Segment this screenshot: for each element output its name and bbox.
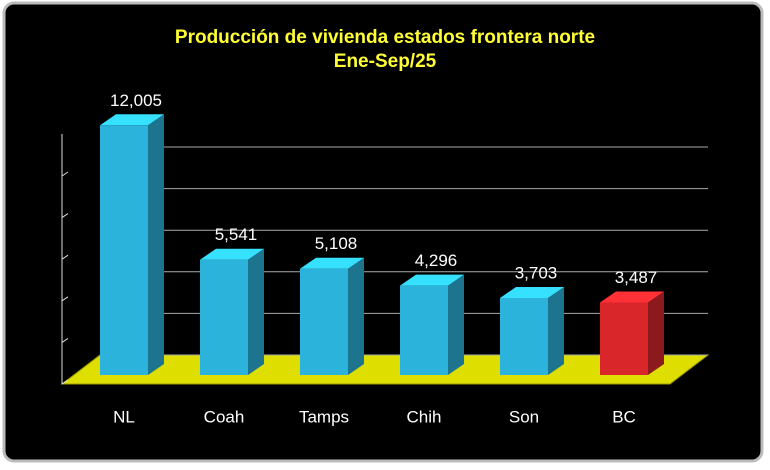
bar-front bbox=[500, 297, 548, 375]
bar-top bbox=[300, 257, 364, 269]
x-tick-label: NL bbox=[113, 407, 135, 426]
bar-front bbox=[400, 285, 448, 375]
value-label: 5,108 bbox=[315, 234, 358, 253]
value-label: 3,703 bbox=[515, 263, 558, 282]
bar-side bbox=[548, 286, 564, 375]
bar-top bbox=[200, 248, 264, 260]
bar-side bbox=[148, 114, 164, 376]
bar-side bbox=[248, 248, 264, 375]
bar-side bbox=[648, 291, 664, 375]
value-label: 3,487 bbox=[615, 268, 658, 287]
bar-top bbox=[500, 286, 564, 298]
tick-mark bbox=[61, 296, 69, 302]
bar-front bbox=[100, 125, 148, 376]
bar-side bbox=[348, 257, 364, 375]
chart-subtitle: Ene-Sep/25 bbox=[334, 51, 437, 72]
x-tick-label: Chih bbox=[407, 407, 442, 426]
bar-top bbox=[400, 274, 464, 286]
x-tick-label: BC bbox=[612, 407, 636, 426]
tick-mark bbox=[61, 254, 69, 260]
chart-title: Producción de vivienda estados frontera … bbox=[175, 27, 595, 48]
tick-mark bbox=[61, 171, 69, 177]
tick-mark bbox=[61, 379, 69, 385]
tick-mark bbox=[61, 213, 69, 219]
value-label: 5,541 bbox=[215, 225, 258, 244]
value-label: 4,296 bbox=[415, 251, 458, 270]
x-tick-label: Tamps bbox=[299, 407, 349, 426]
bar-top bbox=[100, 114, 164, 126]
bar-top bbox=[600, 291, 664, 303]
x-tick-label: Son bbox=[509, 407, 539, 426]
bar-front bbox=[600, 302, 648, 375]
tick-mark bbox=[61, 337, 69, 343]
value-label: 12,005 bbox=[110, 91, 162, 110]
chart-frame bbox=[2, 1, 764, 463]
bar-front bbox=[200, 259, 248, 375]
bar-side bbox=[448, 274, 464, 375]
x-tick-label: Coah bbox=[204, 407, 245, 426]
bar-front bbox=[300, 268, 348, 375]
